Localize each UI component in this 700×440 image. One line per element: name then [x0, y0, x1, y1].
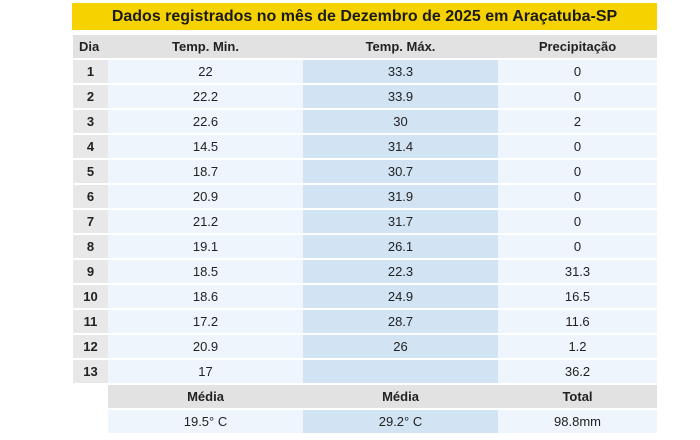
precipitation-cell: 0	[498, 235, 657, 258]
temp-min-cell: 17	[108, 360, 303, 383]
temp-min-cell: 19.1	[108, 235, 303, 258]
temp-max-cell: 30	[303, 110, 498, 133]
temp-max-cell: 31.7	[303, 210, 498, 233]
temp-max-cell: 28.7	[303, 310, 498, 333]
precipitation-cell: 36.2	[498, 360, 657, 383]
day-cell: 13	[73, 360, 108, 383]
table-row: 9 18.5 22.3 31.3	[73, 260, 657, 283]
temp-min-cell: 18.5	[108, 260, 303, 283]
table-row: 2 22.2 33.9 0	[73, 85, 657, 108]
day-cell: 3	[73, 110, 108, 133]
day-cell: 2	[73, 85, 108, 108]
summary-precip-value: 98.8mm	[498, 410, 657, 433]
summary-spacer	[73, 385, 108, 408]
temp-min-cell: 18.7	[108, 160, 303, 183]
day-cell: 5	[73, 160, 108, 183]
summary-precip-label: Total	[498, 385, 657, 408]
summary-value-row: 19.5° C 29.2° C 98.8mm	[73, 410, 657, 433]
temp-max-cell: 33.9	[303, 85, 498, 108]
temp-min-cell: 22.6	[108, 110, 303, 133]
day-cell: 6	[73, 185, 108, 208]
precipitation-cell: 31.3	[498, 260, 657, 283]
day-cell: 8	[73, 235, 108, 258]
header-day: Dia	[73, 35, 108, 58]
table-row: 5 18.7 30.7 0	[73, 160, 657, 183]
temp-max-cell: 26.1	[303, 235, 498, 258]
day-cell: 12	[73, 335, 108, 358]
header-precipitation: Precipitação	[498, 35, 657, 58]
table-row: 7 21.2 31.7 0	[73, 210, 657, 233]
day-cell: 1	[73, 60, 108, 83]
table-title-bar: Dados registrados no mês de Dezembro de …	[72, 3, 657, 30]
temp-min-cell: 18.6	[108, 285, 303, 308]
header-temp-max: Temp. Máx.	[303, 35, 498, 58]
temp-max-cell: 26	[303, 335, 498, 358]
table-row: 8 19.1 26.1 0	[73, 235, 657, 258]
day-cell: 10	[73, 285, 108, 308]
weather-data-table: Dia Temp. Min. Temp. Máx. Precipitação 1…	[73, 33, 657, 435]
summary-min-value: 19.5° C	[108, 410, 303, 433]
table-row: 10 18.6 24.9 16.5	[73, 285, 657, 308]
temp-max-cell: 31.9	[303, 185, 498, 208]
precipitation-cell: 11.6	[498, 310, 657, 333]
precipitation-cell: 2	[498, 110, 657, 133]
summary-max-value: 29.2° C	[303, 410, 498, 433]
temp-max-cell: 22.3	[303, 260, 498, 283]
temp-min-cell: 17.2	[108, 310, 303, 333]
precipitation-cell: 1.2	[498, 335, 657, 358]
day-cell: 11	[73, 310, 108, 333]
table-row: 12 20.9 26 1.2	[73, 335, 657, 358]
day-cell: 9	[73, 260, 108, 283]
temp-min-cell: 22.2	[108, 85, 303, 108]
precipitation-cell: 0	[498, 85, 657, 108]
table-row: 3 22.6 30 2	[73, 110, 657, 133]
table-row: 1 22 33.3 0	[73, 60, 657, 83]
temp-max-cell: 33.3	[303, 60, 498, 83]
table-row: 13 17 36.2	[73, 360, 657, 383]
temp-max-cell: 31.4	[303, 135, 498, 158]
header-temp-min: Temp. Min.	[108, 35, 303, 58]
table-title: Dados registrados no mês de Dezembro de …	[111, 7, 618, 25]
table-row: 11 17.2 28.7 11.6	[73, 310, 657, 333]
precipitation-cell: 0	[498, 210, 657, 233]
summary-min-label: Média	[108, 385, 303, 408]
precipitation-cell: 16.5	[498, 285, 657, 308]
temp-min-cell: 22	[108, 60, 303, 83]
table-row: 6 20.9 31.9 0	[73, 185, 657, 208]
header-row: Dia Temp. Min. Temp. Máx. Precipitação	[73, 35, 657, 58]
precipitation-cell: 0	[498, 60, 657, 83]
summary-label-row: Média Média Total	[73, 385, 657, 408]
summary-spacer	[73, 410, 108, 433]
precipitation-cell: 0	[498, 160, 657, 183]
summary-max-label: Média	[303, 385, 498, 408]
temp-min-cell: 14.5	[108, 135, 303, 158]
day-cell: 4	[73, 135, 108, 158]
temp-min-cell: 20.9	[108, 335, 303, 358]
precipitation-cell: 0	[498, 135, 657, 158]
table-row: 4 14.5 31.4 0	[73, 135, 657, 158]
temp-min-cell: 20.9	[108, 185, 303, 208]
day-cell: 7	[73, 210, 108, 233]
temp-min-cell: 21.2	[108, 210, 303, 233]
temp-max-cell	[303, 360, 498, 383]
precipitation-cell: 0	[498, 185, 657, 208]
temp-max-cell: 30.7	[303, 160, 498, 183]
temp-max-cell: 24.9	[303, 285, 498, 308]
